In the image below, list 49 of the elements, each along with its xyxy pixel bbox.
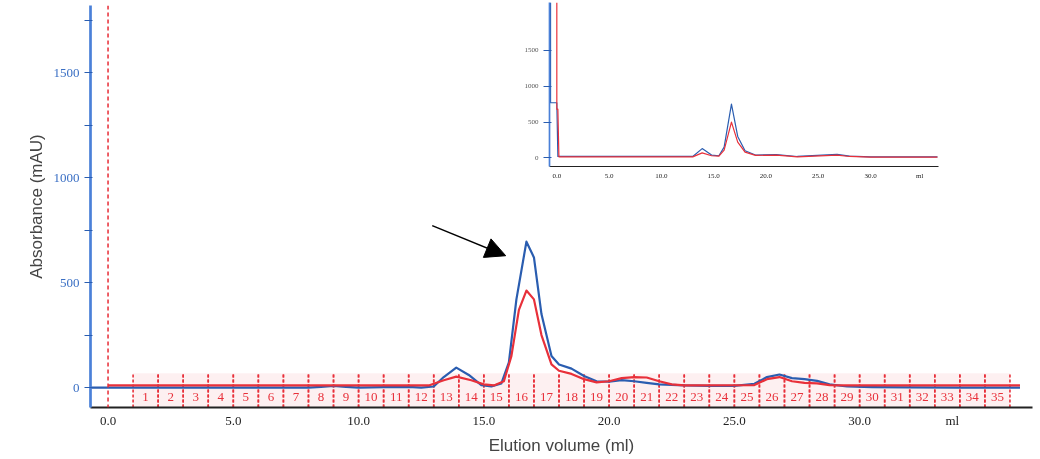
band-label: 3: [192, 389, 199, 405]
band-label: 24: [715, 389, 729, 405]
band-label: 21: [640, 389, 654, 405]
band-label: 5: [242, 389, 250, 405]
x-tick-label: 25.0: [722, 412, 746, 428]
band-label: 2: [167, 389, 174, 405]
y-tick-label: 0: [73, 379, 80, 395]
band-label: 1: [142, 389, 149, 405]
band-label: 35: [990, 389, 1004, 405]
band-label: 11: [389, 389, 403, 405]
x-tick-label: ml: [945, 412, 960, 428]
x-tick-label: 15.0: [472, 412, 496, 428]
band-label: 18: [565, 389, 579, 405]
x-tick-label: 0.0: [99, 412, 117, 428]
band-label: 17: [539, 389, 554, 405]
band-label: 8: [317, 389, 325, 405]
band-label: 23: [690, 389, 704, 405]
band-label: 27: [790, 389, 804, 405]
band-label: 31: [890, 389, 904, 405]
band-label: 10: [364, 389, 378, 405]
band-label: 26: [765, 389, 779, 405]
x-axis-title: Elution volume (ml): [488, 435, 635, 455]
x-tick-label: 5.0: [225, 412, 242, 428]
band-label: 32: [915, 389, 929, 405]
band-label: 9: [342, 389, 350, 405]
band-label: 30: [865, 389, 879, 405]
band-label: 19: [590, 389, 604, 405]
band-label: 33: [940, 389, 954, 405]
band-label: 29: [840, 389, 854, 405]
band-label: 15: [489, 389, 503, 405]
band-label: 22: [665, 389, 679, 405]
band-label: 34: [965, 389, 980, 405]
y-tick-label: 500: [60, 274, 80, 290]
band-label: 16: [514, 389, 529, 405]
band-label: 25: [740, 389, 754, 405]
y-axis-title: Absorbance (mAU): [26, 134, 46, 279]
band-label: 7: [292, 389, 300, 405]
band-label: 14: [464, 389, 479, 405]
x-tick-label: 20.0: [597, 412, 621, 428]
band-label: 6: [267, 389, 275, 405]
band-label: 4: [217, 389, 225, 405]
x-tick-label: 30.0: [848, 412, 872, 428]
y-tick-label: 1500: [53, 64, 80, 80]
band-label: 28: [815, 389, 829, 405]
x-tick-label: 10.0: [347, 412, 370, 428]
band-label: 20: [615, 389, 629, 405]
band-label: 13: [439, 389, 453, 405]
y-tick-label: 1000: [53, 169, 80, 185]
band-label: 12: [414, 389, 428, 405]
